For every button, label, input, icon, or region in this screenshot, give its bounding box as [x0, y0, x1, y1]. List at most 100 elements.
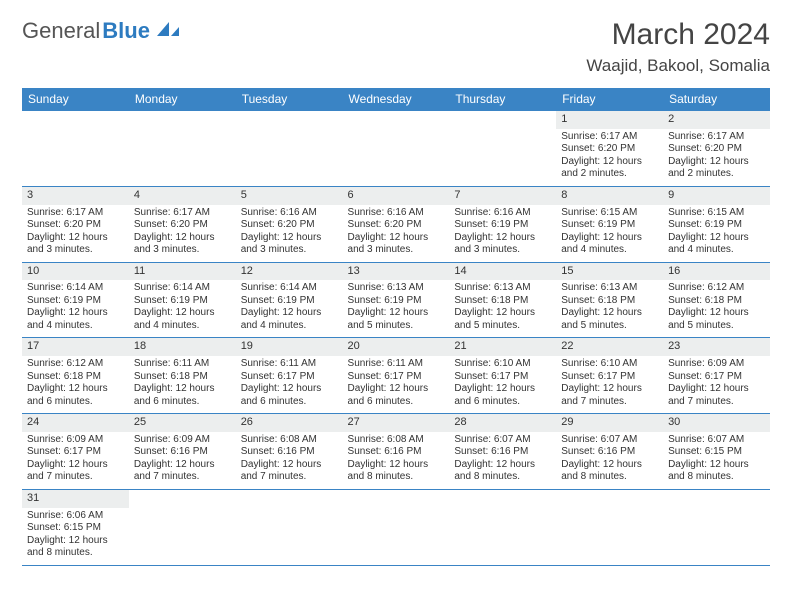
- calendar-cell: 24Sunrise: 6:09 AMSunset: 6:17 PMDayligh…: [22, 414, 129, 490]
- calendar-cell: 21Sunrise: 6:10 AMSunset: 6:17 PMDayligh…: [449, 338, 556, 414]
- sunrise-text: Sunrise: 6:11 AM: [348, 358, 445, 371]
- daylight-text: Daylight: 12 hours and 3 minutes.: [241, 232, 338, 257]
- day-number: [22, 111, 129, 115]
- sunrise-text: Sunrise: 6:13 AM: [348, 282, 445, 295]
- col-saturday: Saturday: [663, 88, 770, 111]
- sunset-text: Sunset: 6:15 PM: [668, 446, 765, 459]
- daylight-text: Daylight: 12 hours and 2 minutes.: [561, 156, 658, 181]
- calendar-cell: 2Sunrise: 6:17 AMSunset: 6:20 PMDaylight…: [663, 111, 770, 187]
- day-number: 30: [663, 414, 770, 432]
- day-number: 1: [556, 111, 663, 129]
- daylight-text: Daylight: 12 hours and 4 minutes.: [134, 307, 231, 332]
- calendar-cell: 27Sunrise: 6:08 AMSunset: 6:16 PMDayligh…: [343, 414, 450, 490]
- day-number: 29: [556, 414, 663, 432]
- calendar-cell: 8Sunrise: 6:15 AMSunset: 6:19 PMDaylight…: [556, 186, 663, 262]
- day-number: 14: [449, 263, 556, 281]
- logo: General Blue: [22, 18, 181, 44]
- calendar-row: 31Sunrise: 6:06 AMSunset: 6:15 PMDayligh…: [22, 489, 770, 565]
- sunset-text: Sunset: 6:20 PM: [134, 219, 231, 232]
- calendar-cell: 23Sunrise: 6:09 AMSunset: 6:17 PMDayligh…: [663, 338, 770, 414]
- sunrise-text: Sunrise: 6:17 AM: [668, 131, 765, 144]
- day-number: 19: [236, 338, 343, 356]
- day-number: 23: [663, 338, 770, 356]
- calendar-cell: [449, 111, 556, 187]
- day-number: 8: [556, 187, 663, 205]
- sunset-text: Sunset: 6:20 PM: [27, 219, 124, 232]
- sunrise-text: Sunrise: 6:16 AM: [454, 207, 551, 220]
- day-number: 2: [663, 111, 770, 129]
- col-sunday: Sunday: [22, 88, 129, 111]
- day-number: 17: [22, 338, 129, 356]
- sunset-text: Sunset: 6:20 PM: [241, 219, 338, 232]
- col-wednesday: Wednesday: [343, 88, 450, 111]
- sunset-text: Sunset: 6:18 PM: [561, 295, 658, 308]
- calendar-cell: [663, 489, 770, 565]
- day-number: 28: [449, 414, 556, 432]
- calendar-cell: [343, 489, 450, 565]
- daylight-text: Daylight: 12 hours and 2 minutes.: [668, 156, 765, 181]
- day-number: [129, 111, 236, 115]
- daylight-text: Daylight: 12 hours and 4 minutes.: [561, 232, 658, 257]
- daylight-text: Daylight: 12 hours and 6 minutes.: [27, 383, 124, 408]
- sunrise-text: Sunrise: 6:15 AM: [561, 207, 658, 220]
- sunrise-text: Sunrise: 6:07 AM: [561, 434, 658, 447]
- sunset-text: Sunset: 6:19 PM: [668, 219, 765, 232]
- day-number: 10: [22, 263, 129, 281]
- sunrise-text: Sunrise: 6:14 AM: [134, 282, 231, 295]
- logo-sail-icon: [155, 20, 181, 43]
- day-number: 13: [343, 263, 450, 281]
- calendar-row: 3Sunrise: 6:17 AMSunset: 6:20 PMDaylight…: [22, 186, 770, 262]
- sunrise-text: Sunrise: 6:06 AM: [27, 510, 124, 523]
- sunrise-text: Sunrise: 6:11 AM: [241, 358, 338, 371]
- sunset-text: Sunset: 6:16 PM: [348, 446, 445, 459]
- sunset-text: Sunset: 6:19 PM: [241, 295, 338, 308]
- page-title: March 2024: [586, 18, 770, 52]
- sunrise-text: Sunrise: 6:13 AM: [454, 282, 551, 295]
- logo-text-blue: Blue: [102, 18, 150, 44]
- calendar-cell: 13Sunrise: 6:13 AMSunset: 6:19 PMDayligh…: [343, 262, 450, 338]
- daylight-text: Daylight: 12 hours and 5 minutes.: [561, 307, 658, 332]
- day-number: [663, 490, 770, 494]
- calendar-cell: 10Sunrise: 6:14 AMSunset: 6:19 PMDayligh…: [22, 262, 129, 338]
- daylight-text: Daylight: 12 hours and 4 minutes.: [668, 232, 765, 257]
- day-number: [236, 111, 343, 115]
- day-number: 9: [663, 187, 770, 205]
- day-number: 15: [556, 263, 663, 281]
- sunrise-text: Sunrise: 6:08 AM: [348, 434, 445, 447]
- calendar-cell: 26Sunrise: 6:08 AMSunset: 6:16 PMDayligh…: [236, 414, 343, 490]
- daylight-text: Daylight: 12 hours and 3 minutes.: [348, 232, 445, 257]
- calendar-cell: [129, 489, 236, 565]
- sunrise-text: Sunrise: 6:17 AM: [134, 207, 231, 220]
- sunset-text: Sunset: 6:19 PM: [27, 295, 124, 308]
- sunset-text: Sunset: 6:18 PM: [668, 295, 765, 308]
- sunrise-text: Sunrise: 6:14 AM: [27, 282, 124, 295]
- sunset-text: Sunset: 6:20 PM: [348, 219, 445, 232]
- day-number: [343, 490, 450, 494]
- sunrise-text: Sunrise: 6:07 AM: [668, 434, 765, 447]
- location-subtitle: Waajid, Bakool, Somalia: [586, 56, 770, 76]
- daylight-text: Daylight: 12 hours and 7 minutes.: [27, 459, 124, 484]
- sunset-text: Sunset: 6:17 PM: [27, 446, 124, 459]
- sunrise-text: Sunrise: 6:12 AM: [668, 282, 765, 295]
- calendar-cell: 25Sunrise: 6:09 AMSunset: 6:16 PMDayligh…: [129, 414, 236, 490]
- sunset-text: Sunset: 6:18 PM: [134, 371, 231, 384]
- calendar-cell: [236, 111, 343, 187]
- calendar-cell: 29Sunrise: 6:07 AMSunset: 6:16 PMDayligh…: [556, 414, 663, 490]
- day-number: 5: [236, 187, 343, 205]
- daylight-text: Daylight: 12 hours and 8 minutes.: [561, 459, 658, 484]
- daylight-text: Daylight: 12 hours and 8 minutes.: [454, 459, 551, 484]
- calendar-cell: 30Sunrise: 6:07 AMSunset: 6:15 PMDayligh…: [663, 414, 770, 490]
- daylight-text: Daylight: 12 hours and 6 minutes.: [348, 383, 445, 408]
- daylight-text: Daylight: 12 hours and 7 minutes.: [134, 459, 231, 484]
- sunset-text: Sunset: 6:17 PM: [668, 371, 765, 384]
- sunrise-text: Sunrise: 6:12 AM: [27, 358, 124, 371]
- day-number: 26: [236, 414, 343, 432]
- day-number: 22: [556, 338, 663, 356]
- calendar-cell: [236, 489, 343, 565]
- sunrise-text: Sunrise: 6:16 AM: [241, 207, 338, 220]
- calendar-cell: 15Sunrise: 6:13 AMSunset: 6:18 PMDayligh…: [556, 262, 663, 338]
- calendar-cell: 31Sunrise: 6:06 AMSunset: 6:15 PMDayligh…: [22, 489, 129, 565]
- sunset-text: Sunset: 6:19 PM: [348, 295, 445, 308]
- daylight-text: Daylight: 12 hours and 7 minutes.: [241, 459, 338, 484]
- sunset-text: Sunset: 6:15 PM: [27, 522, 124, 535]
